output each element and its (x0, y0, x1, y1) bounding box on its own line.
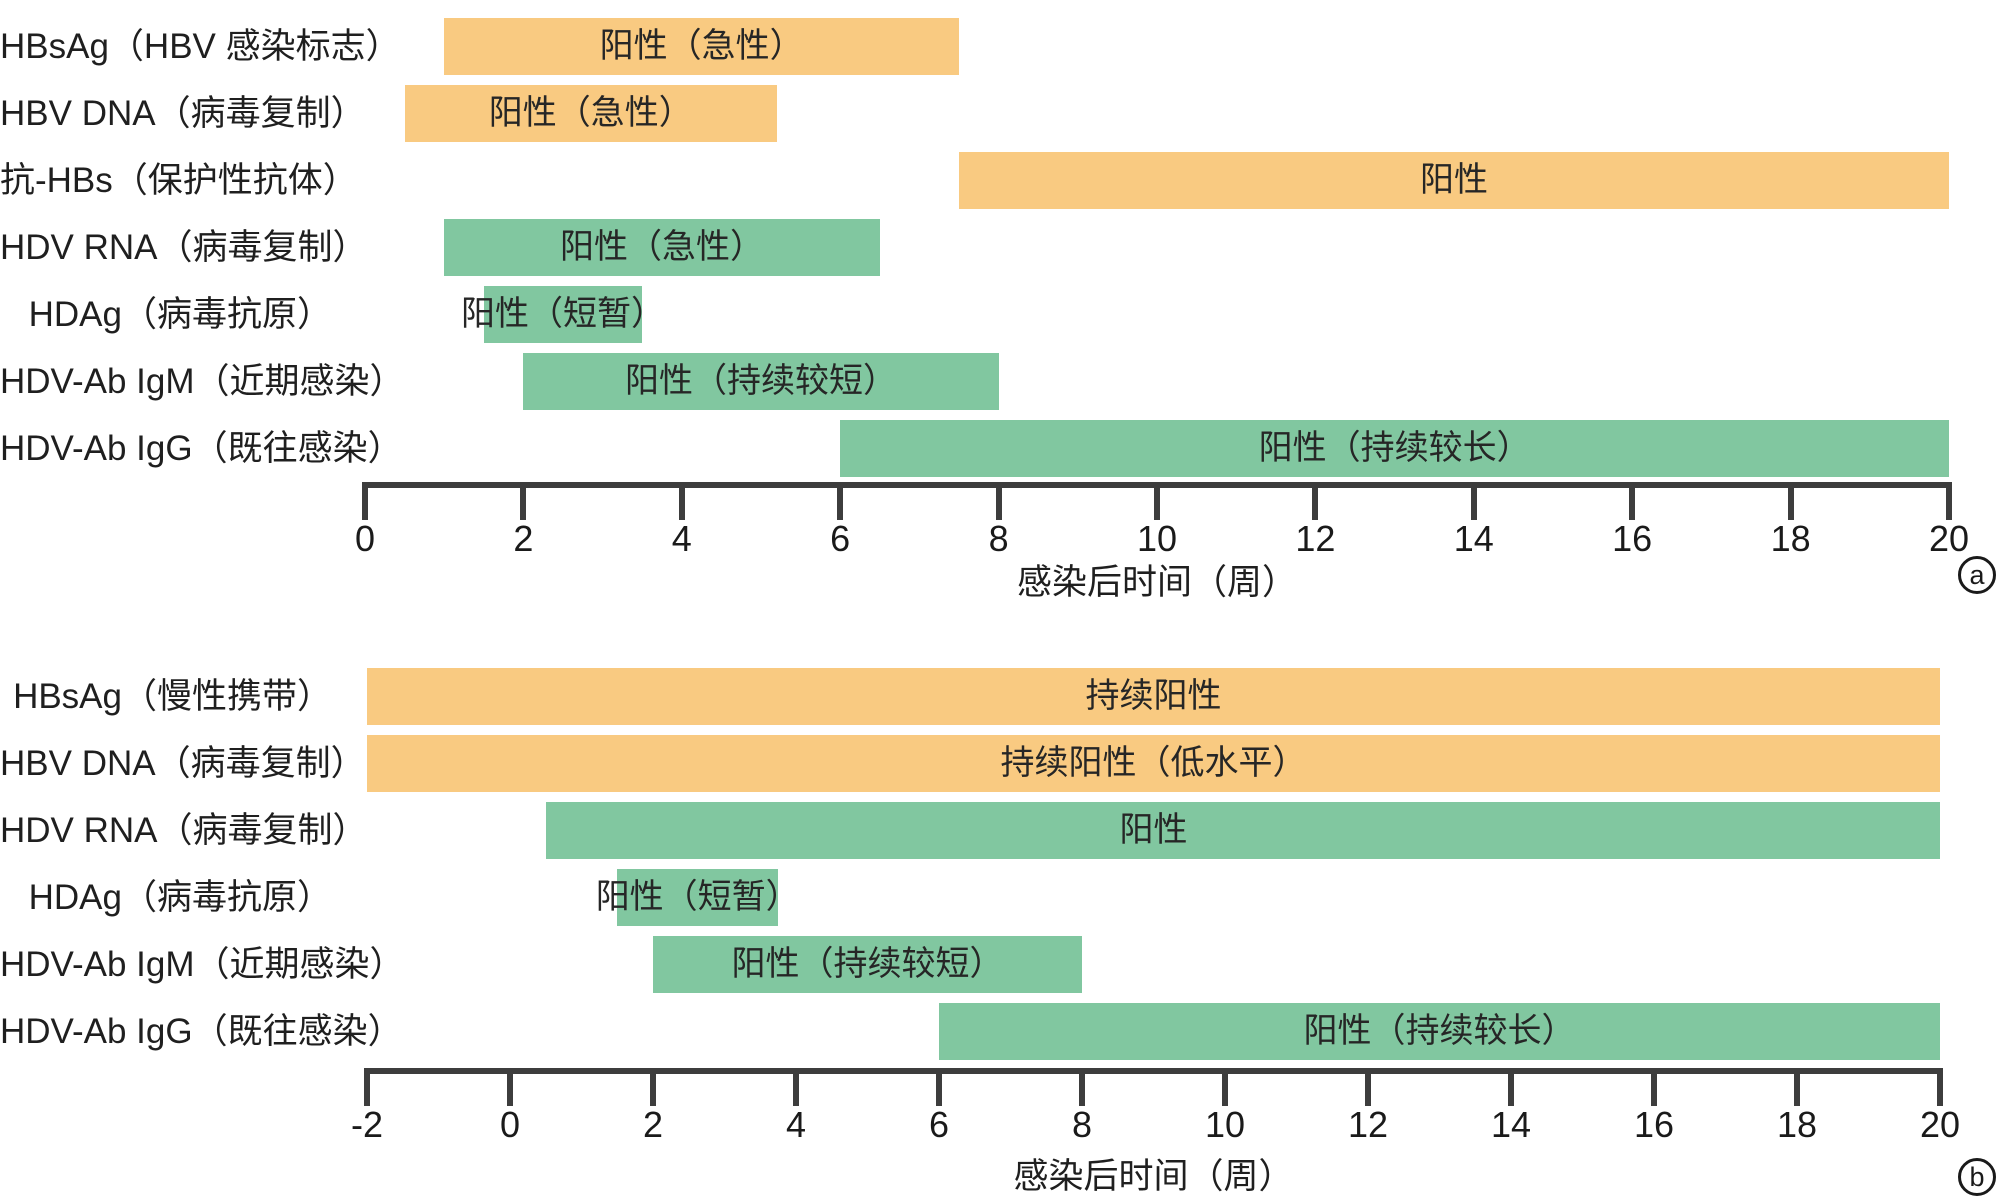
x-axis-tick-label-b-3: 4 (785, 1104, 807, 1145)
x-axis-tick-label-a-0: 0 (354, 518, 376, 559)
row-label-a-6: HDV-Ab IgG（既往感染） (0, 429, 403, 468)
x-axis-tick-b-2 (650, 1068, 656, 1106)
row-label-b-4: HDV-Ab IgM（近期感染） (0, 945, 405, 984)
x-axis-tick-label-b-10: 18 (1776, 1104, 1818, 1145)
bar-label-a-6: 阳性（持续较长） (1258, 429, 1531, 467)
x-axis-tick-label-b-7: 12 (1347, 1104, 1389, 1145)
timeline-bar-a-3 (444, 219, 880, 276)
x-axis-tick-label-a-7: 14 (1453, 518, 1494, 559)
row-label-a-1: HBV DNA（病毒复制） (0, 94, 366, 133)
bar-label-a-3: 阳性（急性） (560, 228, 764, 266)
x-axis-tick-label-b-4: 6 (928, 1104, 950, 1145)
x-axis-tick-label-a-1: 2 (513, 518, 534, 559)
x-axis-tick-a-9 (1787, 482, 1794, 520)
bar-label-b-5: 阳性（持续较长） (1303, 1012, 1576, 1050)
row-label-a-2: 抗-HBs（保护性抗体） (0, 161, 358, 200)
x-axis-line-b (364, 1068, 1943, 1074)
row-label-b-1: HBV DNA（病毒复制） (0, 744, 366, 783)
timeline-bar-a-6 (840, 420, 1949, 477)
bar-label-b-3: 阳性（短暂） (595, 878, 800, 916)
x-axis-tick-a-4 (995, 482, 1002, 520)
row-label-b-3: HDAg（病毒抗原） (28, 878, 332, 917)
row-label-a-5: HDV-Ab IgM（近期感染） (0, 362, 405, 401)
x-axis-tick-label-a-8: 16 (1612, 518, 1653, 559)
bar-label-b-4: 阳性（持续较短） (731, 945, 1004, 983)
x-axis-tick-a-0 (362, 482, 368, 520)
bar-label-a-4: 阳性（短暂） (461, 295, 665, 333)
x-axis-tick-label-b-1: 0 (499, 1104, 521, 1145)
timeline-bar-b-5 (939, 1003, 1940, 1060)
x-axis-tick-label-a-2: 4 (671, 518, 692, 559)
x-axis-tick-label-b-8: 14 (1490, 1104, 1532, 1145)
x-axis-tick-b-0 (364, 1068, 370, 1106)
x-axis-tick-b-7 (1365, 1068, 1371, 1106)
x-axis-tick-b-4 (936, 1068, 942, 1106)
x-axis-tick-a-2 (678, 482, 685, 520)
x-axis-tick-label-a-6: 12 (1295, 518, 1336, 559)
x-axis-tick-label-a-4: 8 (988, 518, 1009, 559)
x-axis-tick-label-b-9: 16 (1633, 1104, 1675, 1145)
timeline-bar-b-3 (617, 869, 779, 926)
panel-marker-a: a (1958, 556, 1996, 594)
x-axis-tick-label-b-5: 8 (1071, 1104, 1093, 1145)
x-axis-tick-b-5 (1079, 1068, 1085, 1106)
x-axis-title-b: 感染后时间（周） (1013, 1157, 1294, 1196)
x-axis-tick-label-a-10: 20 (1928, 518, 1970, 559)
timeline-bar-b-1 (367, 735, 1940, 792)
row-label-b-5: HDV-Ab IgG（既往感染） (0, 1012, 403, 1051)
x-axis-tick-a-3 (837, 482, 844, 520)
x-axis-tick-b-1 (507, 1068, 513, 1106)
x-axis-tick-a-5 (1154, 482, 1160, 520)
x-axis-tick-b-6 (1222, 1068, 1228, 1106)
bar-label-a-1: 阳性（急性） (488, 94, 693, 132)
x-axis-tick-label-b-2: 2 (642, 1104, 664, 1145)
x-axis-tick-a-7 (1470, 482, 1477, 520)
timeline-bar-b-0 (367, 668, 1940, 725)
row-label-b-0: HBsAg（慢性携带） (13, 677, 332, 716)
timeline-bar-a-5 (523, 353, 999, 410)
x-axis-tick-a-8 (1629, 482, 1636, 520)
x-axis-tick-label-a-9: 18 (1770, 518, 1811, 559)
x-axis-tick-a-1 (520, 482, 527, 520)
timeline-bar-b-2 (545, 802, 1940, 859)
row-label-b-2: HDV RNA（病毒复制） (0, 811, 368, 850)
x-axis-title-a: 感染后时间（周） (1016, 563, 1298, 602)
x-axis-tick-label-b-11: 20 (1919, 1104, 1961, 1145)
timeline-bar-a-4 (483, 286, 643, 343)
x-axis-tick-label-b-0: -2 (350, 1104, 384, 1145)
x-axis-tick-label-b-6: 10 (1204, 1104, 1246, 1145)
x-axis-tick-b-3 (793, 1068, 799, 1106)
bar-label-a-2: 阳性 (1420, 161, 1488, 199)
row-label-a-0: HBsAg（HBV 感染标志） (0, 27, 401, 66)
timeline-bar-a-0 (444, 18, 959, 75)
timeline-bar-b-4 (653, 936, 1082, 993)
x-axis-tick-label-a-5: 10 (1136, 518, 1178, 559)
bar-label-b-0: 持续阳性 (1085, 677, 1222, 715)
x-axis-tick-b-8 (1508, 1068, 1514, 1106)
x-axis-tick-a-10 (1946, 482, 1952, 520)
timeline-bar-a-1 (404, 85, 777, 142)
x-axis-tick-a-6 (1312, 482, 1319, 520)
bar-label-b-1: 持续阳性（低水平） (1000, 744, 1307, 782)
bar-label-a-0: 阳性（急性） (599, 27, 804, 65)
bar-label-b-2: 阳性 (1119, 811, 1188, 849)
bar-label-a-5: 阳性（持续较短） (625, 362, 897, 400)
x-axis-tick-b-10 (1794, 1068, 1800, 1106)
timeline-bar-a-2 (959, 152, 1949, 209)
x-axis-tick-b-9 (1651, 1068, 1657, 1106)
row-label-a-4: HDAg（病毒抗原） (28, 295, 332, 334)
row-label-a-3: HDV RNA（病毒复制） (0, 228, 368, 267)
panel-marker-b: b (1958, 1158, 1996, 1196)
x-axis-tick-label-a-3: 6 (830, 518, 851, 559)
x-axis-tick-b-11 (1937, 1068, 1943, 1106)
